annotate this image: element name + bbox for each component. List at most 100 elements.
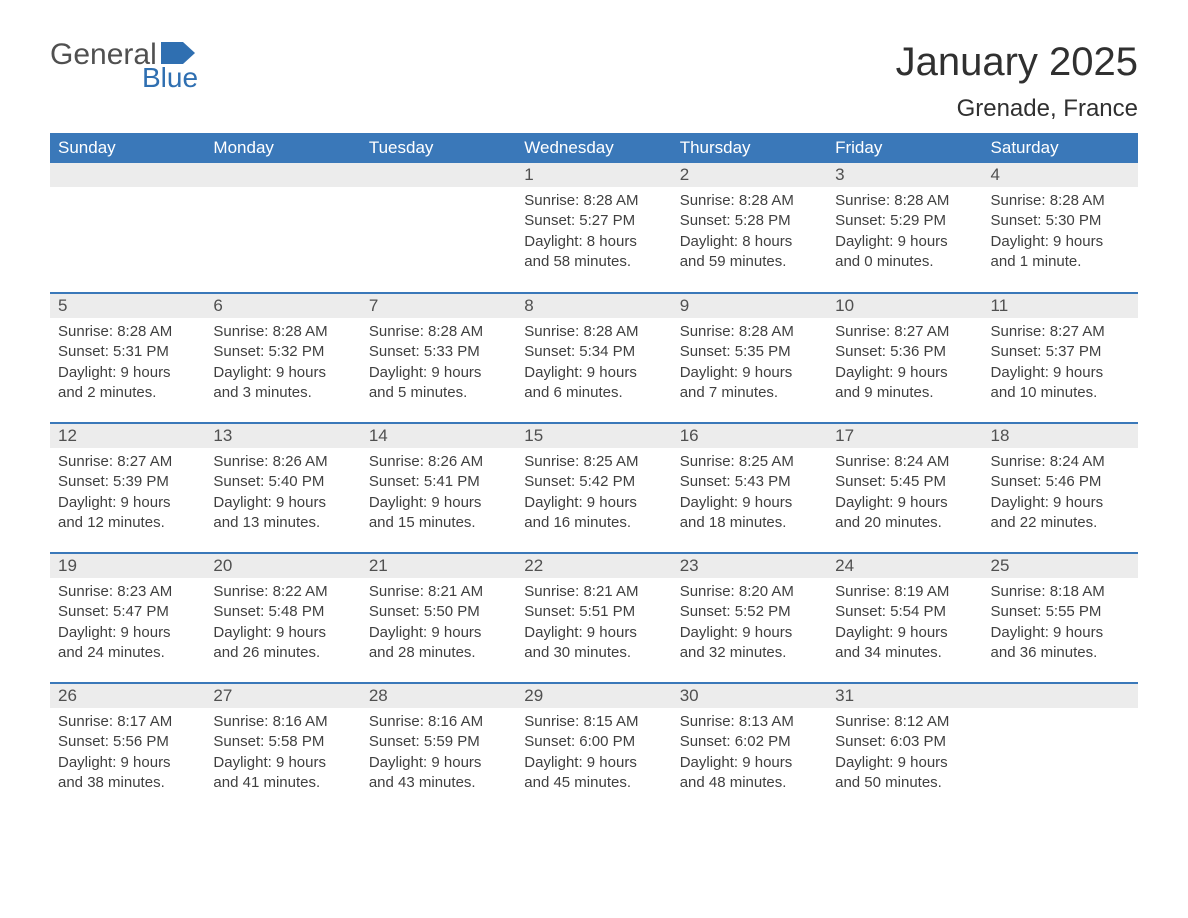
day-number: 10 — [827, 294, 982, 318]
day-details: Sunrise: 8:21 AMSunset: 5:50 PMDaylight:… — [361, 578, 516, 673]
day-number — [983, 684, 1138, 708]
day-number: 21 — [361, 554, 516, 578]
day-header: Friday — [827, 133, 982, 163]
sunrise-line: Sunrise: 8:28 AM — [680, 191, 819, 211]
day-details: Sunrise: 8:26 AMSunset: 5:40 PMDaylight:… — [205, 448, 360, 543]
daylight-line: Daylight: 9 hours and 12 minutes. — [58, 493, 197, 534]
calendar-cell: 29Sunrise: 8:15 AMSunset: 6:00 PMDayligh… — [516, 683, 671, 813]
day-number: 12 — [50, 424, 205, 448]
sunset-line: Sunset: 5:58 PM — [213, 732, 352, 752]
sunset-line: Sunset: 5:36 PM — [835, 342, 974, 362]
calendar-cell: 18Sunrise: 8:24 AMSunset: 5:46 PMDayligh… — [983, 423, 1138, 553]
daylight-line: Daylight: 9 hours and 10 minutes. — [991, 363, 1130, 404]
daylight-line: Daylight: 9 hours and 28 minutes. — [369, 623, 508, 664]
day-number: 31 — [827, 684, 982, 708]
calendar-cell: 23Sunrise: 8:20 AMSunset: 5:52 PMDayligh… — [672, 553, 827, 683]
day-number: 9 — [672, 294, 827, 318]
day-number: 25 — [983, 554, 1138, 578]
daylight-line: Daylight: 9 hours and 3 minutes. — [213, 363, 352, 404]
daylight-line: Daylight: 9 hours and 41 minutes. — [213, 753, 352, 794]
calendar-cell: 11Sunrise: 8:27 AMSunset: 5:37 PMDayligh… — [983, 293, 1138, 423]
daylight-line: Daylight: 9 hours and 5 minutes. — [369, 363, 508, 404]
calendar-week-row: 26Sunrise: 8:17 AMSunset: 5:56 PMDayligh… — [50, 683, 1138, 813]
calendar-cell: 1Sunrise: 8:28 AMSunset: 5:27 PMDaylight… — [516, 163, 671, 293]
daylight-line: Daylight: 9 hours and 43 minutes. — [369, 753, 508, 794]
day-number: 27 — [205, 684, 360, 708]
day-number: 29 — [516, 684, 671, 708]
day-number: 16 — [672, 424, 827, 448]
daylight-line: Daylight: 9 hours and 7 minutes. — [680, 363, 819, 404]
sunset-line: Sunset: 5:46 PM — [991, 472, 1130, 492]
calendar-cell: 21Sunrise: 8:21 AMSunset: 5:50 PMDayligh… — [361, 553, 516, 683]
day-number: 19 — [50, 554, 205, 578]
calendar-cell: 7Sunrise: 8:28 AMSunset: 5:33 PMDaylight… — [361, 293, 516, 423]
sunset-line: Sunset: 5:42 PM — [524, 472, 663, 492]
calendar-cell: 16Sunrise: 8:25 AMSunset: 5:43 PMDayligh… — [672, 423, 827, 553]
calendar-week-row: 19Sunrise: 8:23 AMSunset: 5:47 PMDayligh… — [50, 553, 1138, 683]
sunset-line: Sunset: 6:00 PM — [524, 732, 663, 752]
sunset-line: Sunset: 6:02 PM — [680, 732, 819, 752]
calendar-cell: 26Sunrise: 8:17 AMSunset: 5:56 PMDayligh… — [50, 683, 205, 813]
daylight-line: Daylight: 9 hours and 1 minute. — [991, 232, 1130, 273]
sunset-line: Sunset: 5:41 PM — [369, 472, 508, 492]
sunrise-line: Sunrise: 8:28 AM — [58, 322, 197, 342]
page-header: General Blue January 2025 Grenade, Franc… — [50, 40, 1138, 123]
calendar-cell: 22Sunrise: 8:21 AMSunset: 5:51 PMDayligh… — [516, 553, 671, 683]
calendar-page: General Blue January 2025 Grenade, Franc… — [50, 40, 1138, 813]
day-details: Sunrise: 8:24 AMSunset: 5:45 PMDaylight:… — [827, 448, 982, 543]
calendar-week-row: 12Sunrise: 8:27 AMSunset: 5:39 PMDayligh… — [50, 423, 1138, 553]
sunrise-line: Sunrise: 8:28 AM — [680, 322, 819, 342]
daylight-line: Daylight: 9 hours and 50 minutes. — [835, 753, 974, 794]
day-details: Sunrise: 8:24 AMSunset: 5:46 PMDaylight:… — [983, 448, 1138, 543]
sunset-line: Sunset: 5:43 PM — [680, 472, 819, 492]
day-details: Sunrise: 8:28 AMSunset: 5:35 PMDaylight:… — [672, 318, 827, 413]
sunrise-line: Sunrise: 8:12 AM — [835, 712, 974, 732]
calendar-cell: 12Sunrise: 8:27 AMSunset: 5:39 PMDayligh… — [50, 423, 205, 553]
sunrise-line: Sunrise: 8:27 AM — [991, 322, 1130, 342]
calendar-cell: 27Sunrise: 8:16 AMSunset: 5:58 PMDayligh… — [205, 683, 360, 813]
day-number: 8 — [516, 294, 671, 318]
logo: General Blue — [50, 40, 198, 92]
sunrise-line: Sunrise: 8:28 AM — [991, 191, 1130, 211]
sunrise-line: Sunrise: 8:18 AM — [991, 582, 1130, 602]
sunset-line: Sunset: 5:40 PM — [213, 472, 352, 492]
sunset-line: Sunset: 5:37 PM — [991, 342, 1130, 362]
day-number: 13 — [205, 424, 360, 448]
daylight-line: Daylight: 9 hours and 45 minutes. — [524, 753, 663, 794]
calendar-cell: 20Sunrise: 8:22 AMSunset: 5:48 PMDayligh… — [205, 553, 360, 683]
daylight-line: Daylight: 8 hours and 58 minutes. — [524, 232, 663, 273]
sunrise-line: Sunrise: 8:21 AM — [369, 582, 508, 602]
day-details: Sunrise: 8:18 AMSunset: 5:55 PMDaylight:… — [983, 578, 1138, 673]
sunset-line: Sunset: 5:54 PM — [835, 602, 974, 622]
calendar-cell — [361, 163, 516, 293]
calendar-cell: 24Sunrise: 8:19 AMSunset: 5:54 PMDayligh… — [827, 553, 982, 683]
sunrise-line: Sunrise: 8:26 AM — [213, 452, 352, 472]
sunrise-line: Sunrise: 8:17 AM — [58, 712, 197, 732]
day-number: 1 — [516, 163, 671, 187]
sunrise-line: Sunrise: 8:16 AM — [369, 712, 508, 732]
day-number — [50, 163, 205, 187]
sunset-line: Sunset: 5:39 PM — [58, 472, 197, 492]
day-details: Sunrise: 8:22 AMSunset: 5:48 PMDaylight:… — [205, 578, 360, 673]
day-details: Sunrise: 8:16 AMSunset: 5:59 PMDaylight:… — [361, 708, 516, 803]
sunset-line: Sunset: 5:27 PM — [524, 211, 663, 231]
day-header: Sunday — [50, 133, 205, 163]
sunrise-line: Sunrise: 8:23 AM — [58, 582, 197, 602]
title-block: January 2025 Grenade, France — [896, 40, 1138, 123]
calendar-cell: 8Sunrise: 8:28 AMSunset: 5:34 PMDaylight… — [516, 293, 671, 423]
sunset-line: Sunset: 5:33 PM — [369, 342, 508, 362]
day-details: Sunrise: 8:13 AMSunset: 6:02 PMDaylight:… — [672, 708, 827, 803]
sunrise-line: Sunrise: 8:28 AM — [213, 322, 352, 342]
daylight-line: Daylight: 9 hours and 34 minutes. — [835, 623, 974, 664]
calendar-cell: 3Sunrise: 8:28 AMSunset: 5:29 PMDaylight… — [827, 163, 982, 293]
day-header: Wednesday — [516, 133, 671, 163]
daylight-line: Daylight: 9 hours and 36 minutes. — [991, 623, 1130, 664]
daylight-line: Daylight: 9 hours and 13 minutes. — [213, 493, 352, 534]
calendar-cell: 13Sunrise: 8:26 AMSunset: 5:40 PMDayligh… — [205, 423, 360, 553]
day-details: Sunrise: 8:28 AMSunset: 5:30 PMDaylight:… — [983, 187, 1138, 282]
sunrise-line: Sunrise: 8:28 AM — [524, 322, 663, 342]
sunset-line: Sunset: 6:03 PM — [835, 732, 974, 752]
day-number: 30 — [672, 684, 827, 708]
sunset-line: Sunset: 5:29 PM — [835, 211, 974, 231]
sunset-line: Sunset: 5:59 PM — [369, 732, 508, 752]
